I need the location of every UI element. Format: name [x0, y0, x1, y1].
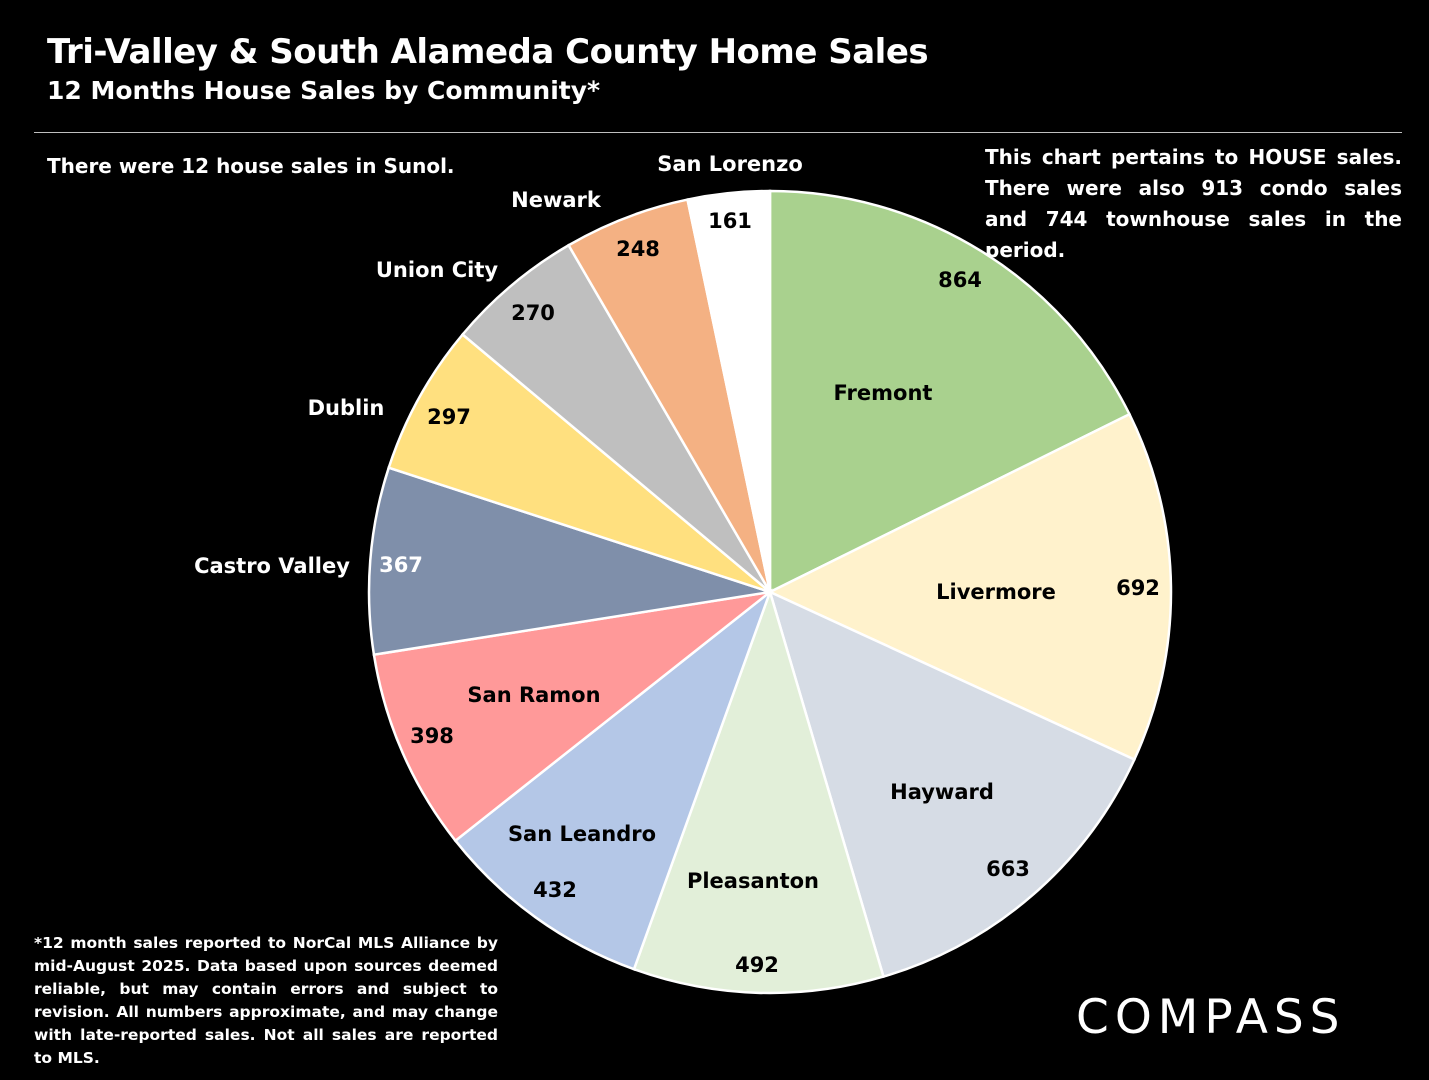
- pie-slice-san-ramon: [372, 590, 775, 843]
- pie-slice-livermore: [767, 412, 1173, 762]
- value-label-hayward: 663: [986, 857, 1030, 881]
- category-label-castro-valley: Castro Valley: [194, 554, 350, 578]
- pie-slice-hayward: [768, 589, 1136, 979]
- pie-slice-castro-valley: [367, 466, 771, 657]
- pie-slice-fremont: [768, 189, 1132, 595]
- category-label-dublin: Dublin: [308, 396, 385, 420]
- value-label-pleasanton: 492: [735, 953, 779, 977]
- sunol-note: There were 12 house sales in Sunol.: [47, 154, 455, 178]
- compass-logo: COMPASS: [1076, 990, 1346, 1045]
- header-divider: [34, 132, 1402, 133]
- category-label-livermore: Livermore: [936, 580, 1056, 604]
- value-label-union-city: 270: [511, 301, 555, 325]
- category-label-fremont: Fremont: [834, 381, 933, 405]
- value-label-san-ramon: 398: [410, 724, 454, 748]
- page-subtitle: 12 Months House Sales by Community*: [47, 76, 601, 105]
- category-label-pleasanton: Pleasanton: [687, 869, 819, 893]
- footnote: *12 month sales reported to NorCal MLS A…: [34, 934, 498, 1067]
- pie-slice-union-city: [460, 243, 772, 593]
- category-label-san-leandro: San Leandro: [508, 822, 656, 846]
- pie-slice-dublin: [387, 332, 771, 594]
- house-sales-note: This chart pertains to HOUSE sales. Ther…: [985, 145, 1402, 262]
- pie-slice-pleasanton: [632, 587, 886, 995]
- value-label-fremont: 864: [938, 268, 982, 292]
- value-label-dublin: 297: [427, 405, 471, 429]
- category-label-san-ramon: San Ramon: [467, 683, 600, 707]
- value-label-newark: 248: [616, 237, 660, 261]
- pie-slice-san-leandro: [453, 588, 773, 971]
- value-label-san-leandro: 432: [533, 878, 577, 902]
- value-label-livermore: 692: [1116, 576, 1160, 600]
- page-title: Tri-Valley & South Alameda County Home S…: [47, 32, 929, 72]
- category-label-san-lorenzo: San Lorenzo: [657, 152, 803, 176]
- category-label-newark: Newark: [511, 188, 602, 212]
- value-label-san-lorenzo: 161: [708, 209, 752, 233]
- category-label-hayward: Hayward: [890, 780, 994, 804]
- value-label-castro-valley: 367: [379, 553, 423, 577]
- category-label-union-city: Union City: [376, 258, 499, 282]
- pie-slice-san-lorenzo: [686, 189, 772, 593]
